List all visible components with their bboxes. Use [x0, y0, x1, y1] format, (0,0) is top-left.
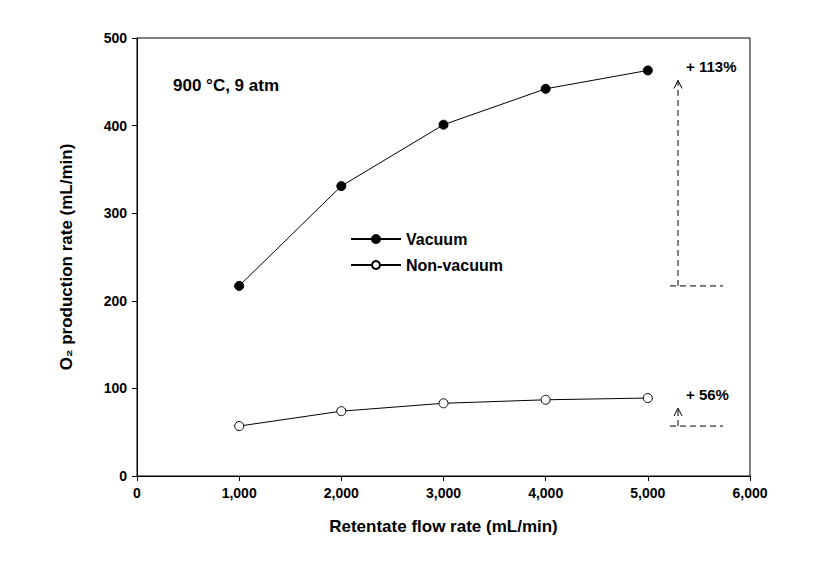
svg-text:6,000: 6,000	[732, 485, 767, 501]
svg-text:200: 200	[104, 293, 128, 309]
svg-text:1,000: 1,000	[222, 485, 257, 501]
svg-text:+ 113%: + 113%	[686, 58, 736, 75]
svg-text:100: 100	[104, 380, 128, 396]
svg-text:400: 400	[104, 118, 128, 134]
svg-text:0: 0	[119, 468, 127, 484]
svg-text:3,000: 3,000	[426, 485, 461, 501]
svg-text:500: 500	[104, 30, 128, 46]
svg-text:2,000: 2,000	[324, 485, 359, 501]
svg-text:Vacuum: Vacuum	[406, 231, 467, 248]
svg-text:300: 300	[104, 205, 128, 221]
svg-text:4,000: 4,000	[528, 485, 563, 501]
svg-text:Non-vacuum: Non-vacuum	[406, 257, 503, 274]
svg-text:0: 0	[133, 485, 141, 501]
svg-text:Retentate flow rate (mL/min): Retentate flow rate (mL/min)	[329, 517, 558, 536]
svg-text:900 °C, 9 atm: 900 °C, 9 atm	[173, 76, 279, 95]
svg-text:O₂ production rate (mL/min): O₂ production rate (mL/min)	[57, 144, 76, 371]
svg-text:+ 56%: + 56%	[686, 386, 729, 403]
svg-text:5,000: 5,000	[630, 485, 665, 501]
